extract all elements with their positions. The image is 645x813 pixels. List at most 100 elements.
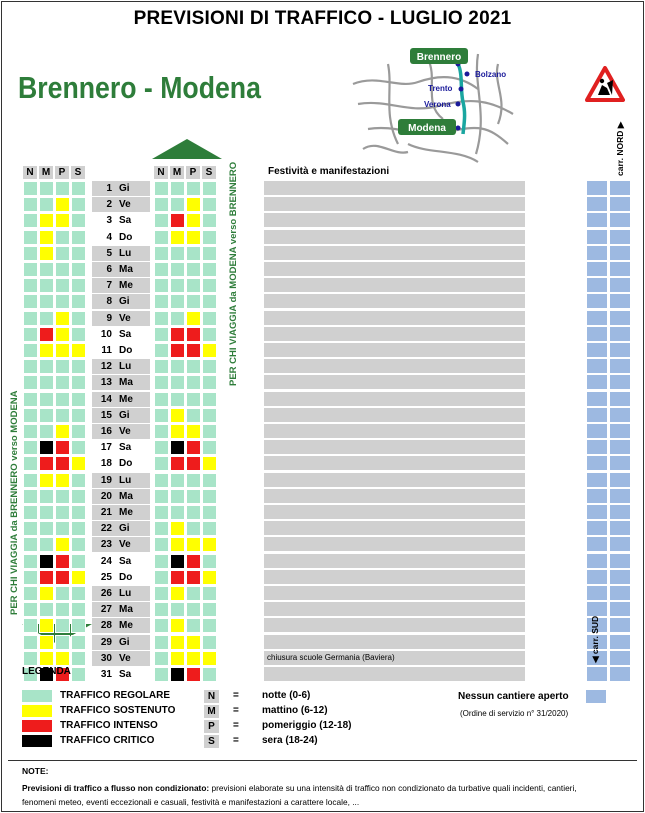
day-number: 15: [100, 410, 112, 421]
traffic-cell-north: [170, 311, 185, 326]
festivita-row: [264, 456, 525, 470]
traffic-cell-south: [23, 456, 38, 471]
cantiere-cell-nord: [587, 667, 607, 681]
cantiere-cell-sud: [610, 570, 630, 584]
traffic-cell-north: [154, 230, 169, 245]
festivita-row: [264, 375, 525, 389]
festivita-row: [264, 489, 525, 503]
traffic-cell-south: [71, 537, 86, 552]
traffic-cell-south: [23, 602, 38, 617]
header-north-m: M: [170, 166, 184, 179]
traffic-cell-south: [23, 440, 38, 455]
traffic-cell-south: [71, 440, 86, 455]
legend-key-m: M: [204, 705, 219, 718]
route-map: Brennero Bolzano Trento Verona Modena: [352, 48, 514, 163]
traffic-cell-north: [202, 343, 217, 358]
traffic-cell-north: [202, 424, 217, 439]
day-weekday: Sa: [119, 442, 132, 453]
traffic-cell-north: [186, 537, 201, 552]
cantiere-cell-nord: [587, 489, 607, 503]
traffic-cell-south: [39, 311, 54, 326]
traffic-cell-south: [23, 294, 38, 309]
traffic-cell-north: [170, 230, 185, 245]
traffic-cell-north: [186, 181, 201, 196]
traffic-cell-south: [71, 554, 86, 569]
day-number: 27: [100, 604, 112, 615]
traffic-cell-north: [202, 473, 217, 488]
day-weekday: Ve: [119, 426, 131, 437]
traffic-cell-south: [55, 343, 70, 358]
traffic-cell-south: [39, 667, 54, 682]
traffic-cell-south: [55, 424, 70, 439]
traffic-cell-north: [170, 602, 185, 617]
traffic-cell-north: [202, 505, 217, 520]
traffic-cell-north: [170, 521, 185, 536]
festivita-row: [264, 392, 525, 406]
traffic-cell-south: [55, 278, 70, 293]
traffic-cell-south: [55, 473, 70, 488]
legend-equals: =: [233, 690, 239, 701]
day-number: 18: [100, 458, 112, 469]
day-row: 1 Gi: [92, 181, 150, 196]
day-number: 28: [100, 620, 112, 631]
traffic-cell-north: [202, 311, 217, 326]
traffic-cell-north: [202, 327, 217, 342]
map-city-trento: Trento: [428, 84, 453, 93]
traffic-cell-north: [170, 440, 185, 455]
cantiere-cell-sud: [610, 586, 630, 600]
traffic-cell-north: [186, 667, 201, 682]
header-north-n: N: [154, 166, 168, 179]
day-weekday: Lu: [119, 361, 132, 372]
traffic-cell-south: [39, 602, 54, 617]
festivita-row: [264, 635, 525, 649]
traffic-cell-north: [170, 262, 185, 277]
cantiere-cell-sud: [610, 456, 630, 470]
traffic-cell-north: [154, 554, 169, 569]
traffic-cell-south: [39, 570, 54, 585]
day-row: 20 Ma: [92, 489, 150, 504]
traffic-cell-north: [170, 667, 185, 682]
traffic-cell-north: [186, 197, 201, 212]
traffic-cell-south: [55, 554, 70, 569]
day-weekday: Gi: [119, 183, 130, 194]
traffic-cell-north: [186, 554, 201, 569]
day-weekday: Ve: [119, 199, 131, 210]
traffic-cell-south: [23, 489, 38, 504]
day-number: 25: [100, 572, 112, 583]
day-weekday: Me: [119, 280, 133, 291]
legend-cantiere-label: Nessun cantiere aperto: [458, 691, 569, 702]
festivita-row: chiusura scuole Germania (Baviera): [264, 651, 525, 665]
traffic-cell-north: [186, 213, 201, 228]
legend-swatch-1: [22, 705, 52, 717]
day-row: 24 Sa: [92, 554, 150, 569]
cantiere-cell-sud: [610, 375, 630, 389]
day-number: 16: [100, 426, 112, 437]
traffic-cell-south: [23, 311, 38, 326]
traffic-cell-south: [55, 359, 70, 374]
traffic-cell-north: [186, 327, 201, 342]
day-row: 7 Me: [92, 278, 150, 293]
traffic-cell-south: [39, 635, 54, 650]
traffic-cell-north: [170, 489, 185, 504]
traffic-cell-south: [39, 408, 54, 423]
traffic-cell-north: [170, 618, 185, 633]
traffic-cell-south: [71, 489, 86, 504]
traffic-cell-north: [154, 197, 169, 212]
festivita-row: [264, 505, 525, 519]
day-row: 31 Sa: [92, 667, 150, 682]
day-weekday: Sa: [119, 329, 132, 340]
day-row: 21 Me: [92, 505, 150, 520]
day-number: 22: [100, 523, 112, 534]
cantiere-cell-nord: [587, 554, 607, 568]
legend-label-2: TRAFFICO INTENSO: [60, 720, 158, 731]
traffic-cell-north: [202, 651, 217, 666]
traffic-cell-south: [39, 392, 54, 407]
traffic-cell-south: [23, 359, 38, 374]
cantiere-cell-sud: [610, 521, 630, 535]
label-modena-brennero: PER CHI VIAGGIA da MODENA verso BRENNERO: [228, 161, 239, 386]
traffic-cell-north: [186, 278, 201, 293]
header-south-s: S: [71, 166, 85, 179]
traffic-cell-south: [55, 213, 70, 228]
cantiere-cell-sud: [610, 230, 630, 244]
cantiere-cell-nord: [587, 181, 607, 195]
